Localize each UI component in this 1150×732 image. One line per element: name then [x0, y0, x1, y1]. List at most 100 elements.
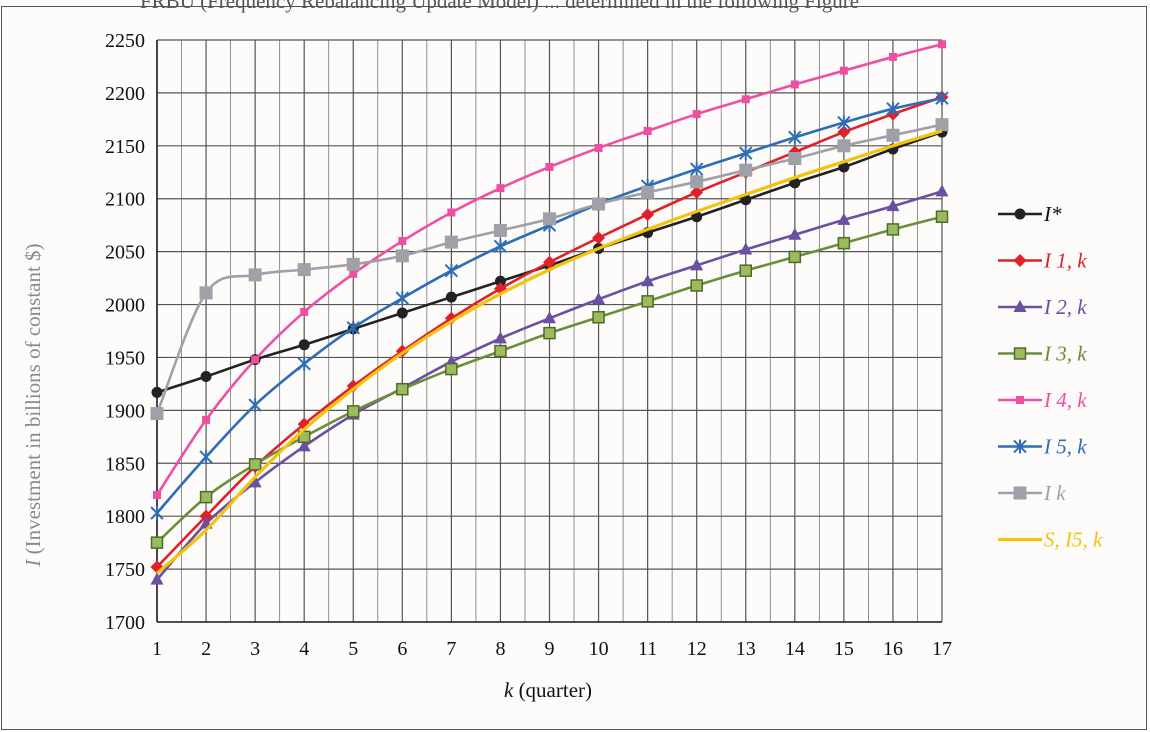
point-1-12 — [690, 185, 704, 199]
point-6-1 — [150, 407, 164, 421]
point-6-9 — [543, 212, 556, 226]
x-tick-16: 16 — [883, 638, 903, 660]
legend-marker-2 — [1013, 300, 1027, 312]
x-tick-5: 5 — [348, 638, 358, 660]
y-axis-var: I — [21, 559, 45, 568]
y-tick-2150: 2150 — [105, 136, 145, 158]
point-2-14 — [788, 227, 802, 240]
point-0-7 — [445, 291, 457, 303]
y-tick-1850: 1850 — [105, 453, 145, 475]
point-6-12 — [690, 175, 704, 189]
y-tick-2050: 2050 — [105, 242, 145, 264]
point-2-3 — [248, 475, 262, 488]
point-3-9 — [543, 326, 556, 340]
point-2-1 — [150, 572, 164, 585]
point-6-15 — [837, 139, 851, 153]
point-4-16 — [888, 52, 897, 61]
point-5-3 — [248, 398, 262, 413]
x-axis-title: k (quarter) — [504, 678, 592, 702]
x-tick-1: 1 — [152, 638, 162, 660]
point-6-14 — [788, 152, 802, 166]
x-tick-10: 10 — [589, 638, 609, 660]
point-5-16 — [886, 101, 900, 116]
y-tick-1750: 1750 — [105, 559, 145, 581]
x-tick-7: 7 — [446, 638, 456, 660]
x-tick-6: 6 — [397, 638, 407, 660]
point-1-9 — [543, 255, 556, 269]
legend-entry-5: I 5, k — [998, 435, 1087, 459]
point-4-12 — [692, 110, 701, 119]
point-4-2 — [202, 415, 211, 424]
x-tick-14: 14 — [785, 638, 805, 660]
x-axis-rest: (quarter) — [513, 678, 592, 702]
x-tick-4: 4 — [299, 638, 309, 660]
point-6-13 — [739, 163, 753, 177]
point-4-5 — [349, 269, 358, 278]
legend-label-1: I 1, k — [1043, 249, 1087, 273]
point-1-10 — [592, 231, 606, 245]
point-6-5 — [346, 257, 360, 271]
legend-marker-1 — [1013, 254, 1027, 267]
point-0-2 — [200, 371, 212, 383]
point-5-6 — [395, 291, 410, 306]
point-5-7 — [444, 263, 459, 278]
point-5-12 — [689, 162, 704, 177]
point-3-6 — [396, 382, 409, 396]
x-tick-2: 2 — [201, 638, 211, 660]
y-tick-labels: 1700 1750 1800 1850 1900 1950 2000 2050 2100 2150… — [105, 30, 145, 634]
y-axis-rest: (Investment in billions of constant $) — [21, 243, 45, 559]
legend-entry-2: I 2, k — [998, 295, 1087, 319]
legend-label-7: S, I5, k — [1044, 528, 1103, 552]
point-4-11 — [643, 127, 652, 136]
point-3-11 — [641, 295, 654, 308]
point-1-5 — [346, 379, 360, 393]
point-6-7 — [444, 235, 458, 249]
point-2-10 — [592, 292, 606, 305]
point-5-4 — [297, 356, 311, 371]
legend-marker-5 — [1013, 439, 1027, 454]
point-4-10 — [594, 143, 603, 152]
point-4-17 — [938, 40, 946, 49]
point-6-11 — [641, 185, 655, 199]
point-2-17 — [935, 184, 949, 197]
point-3-1 — [150, 536, 164, 549]
point-3-7 — [445, 362, 458, 376]
legend-label-2: I 2, k — [1043, 295, 1087, 319]
point-6-17 — [935, 118, 949, 132]
point-5-2 — [199, 449, 213, 464]
point-1-7 — [444, 311, 458, 325]
point-3-2 — [199, 490, 213, 504]
x-tick-15: 15 — [834, 638, 854, 660]
y-tick-2200: 2200 — [105, 83, 145, 105]
legend-marker-6 — [1013, 486, 1027, 500]
point-2-11 — [641, 274, 655, 287]
series-7 — [155, 129, 943, 575]
point-1-11 — [641, 208, 655, 222]
point-5-17 — [935, 91, 949, 106]
point-5-1 — [150, 506, 164, 521]
x-tick-3: 3 — [250, 638, 260, 660]
x-tick-11: 11 — [638, 638, 657, 660]
point-6-10 — [592, 197, 606, 211]
point-3-8 — [494, 344, 507, 358]
x-tick-8: 8 — [495, 638, 505, 660]
legend-entry-0: I* — [998, 202, 1062, 226]
point-4-3 — [251, 355, 260, 364]
grid — [156, 39, 943, 623]
legend-marker-4 — [1016, 396, 1024, 404]
y-tick-1950: 1950 — [105, 347, 145, 369]
point-3-12 — [690, 279, 703, 292]
point-4-14 — [790, 80, 799, 89]
x-axis-var: k — [504, 678, 514, 702]
point-5-15 — [837, 115, 851, 130]
point-3-17 — [935, 210, 949, 223]
point-0-4 — [298, 339, 310, 351]
legend-entry-1: I 1, k — [998, 249, 1087, 273]
legend-label-6: I k — [1043, 481, 1066, 505]
point-5-8 — [493, 239, 508, 254]
point-4-1 — [153, 491, 161, 500]
legend-label-3: I 3, k — [1043, 342, 1087, 366]
point-2-16 — [886, 199, 900, 212]
point-5-5 — [346, 320, 360, 335]
